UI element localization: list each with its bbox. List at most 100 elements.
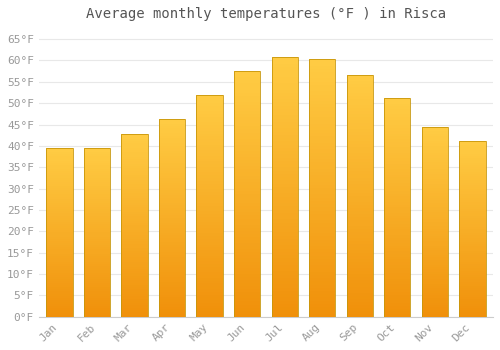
- Bar: [460, 236, 485, 238]
- Bar: [422, 272, 448, 274]
- Bar: [84, 148, 110, 150]
- Bar: [196, 181, 223, 183]
- Bar: [159, 158, 185, 161]
- Bar: [272, 236, 298, 239]
- Bar: [272, 106, 298, 109]
- Bar: [159, 215, 185, 218]
- Bar: [159, 292, 185, 294]
- Bar: [422, 162, 448, 165]
- Bar: [384, 287, 410, 289]
- Bar: [460, 156, 485, 159]
- Bar: [196, 272, 223, 275]
- Bar: [346, 241, 373, 244]
- Bar: [309, 201, 336, 204]
- Bar: [46, 266, 72, 268]
- Bar: [346, 132, 373, 135]
- Bar: [122, 301, 148, 303]
- Bar: [84, 224, 110, 226]
- Bar: [46, 211, 72, 214]
- Bar: [196, 139, 223, 142]
- Bar: [84, 258, 110, 260]
- Bar: [309, 288, 336, 291]
- Bar: [272, 213, 298, 216]
- Bar: [460, 275, 485, 277]
- Bar: [272, 203, 298, 206]
- Bar: [384, 235, 410, 238]
- Bar: [309, 101, 336, 104]
- Bar: [46, 268, 72, 271]
- Bar: [309, 291, 336, 294]
- Bar: [84, 253, 110, 256]
- Bar: [46, 306, 72, 308]
- Bar: [346, 299, 373, 302]
- Bar: [46, 201, 72, 203]
- Bar: [159, 186, 185, 188]
- Bar: [346, 129, 373, 132]
- Bar: [234, 197, 260, 200]
- Bar: [84, 150, 110, 152]
- Bar: [422, 203, 448, 205]
- Title: Average monthly temperatures (°F ) in Risca: Average monthly temperatures (°F ) in Ri…: [86, 7, 446, 21]
- Bar: [422, 141, 448, 143]
- Bar: [422, 181, 448, 184]
- Bar: [84, 156, 110, 159]
- Bar: [46, 230, 72, 232]
- Bar: [196, 239, 223, 242]
- Bar: [309, 124, 336, 127]
- Bar: [346, 117, 373, 120]
- Bar: [196, 159, 223, 161]
- Bar: [346, 120, 373, 123]
- Bar: [460, 172, 485, 174]
- Bar: [196, 281, 223, 284]
- Bar: [46, 186, 72, 188]
- Bar: [122, 218, 148, 221]
- Bar: [84, 190, 110, 192]
- Bar: [460, 211, 485, 213]
- Bar: [384, 205, 410, 208]
- Bar: [159, 294, 185, 297]
- Bar: [234, 258, 260, 261]
- Bar: [234, 277, 260, 280]
- Bar: [384, 238, 410, 240]
- Bar: [309, 239, 336, 243]
- Bar: [460, 141, 485, 143]
- Bar: [422, 215, 448, 217]
- Bar: [159, 195, 185, 198]
- Bar: [272, 284, 298, 288]
- Bar: [460, 169, 485, 172]
- Bar: [384, 284, 410, 287]
- Bar: [309, 249, 336, 252]
- Bar: [46, 262, 72, 264]
- Bar: [234, 228, 260, 231]
- Bar: [272, 161, 298, 164]
- Bar: [272, 158, 298, 161]
- Bar: [460, 279, 485, 282]
- Bar: [159, 166, 185, 168]
- Bar: [46, 167, 72, 169]
- Bar: [422, 196, 448, 198]
- Bar: [234, 139, 260, 142]
- Bar: [234, 271, 260, 274]
- Bar: [346, 199, 373, 202]
- Bar: [384, 120, 410, 122]
- Bar: [460, 266, 485, 268]
- Bar: [422, 136, 448, 139]
- Bar: [460, 209, 485, 211]
- Bar: [272, 96, 298, 99]
- Bar: [309, 214, 336, 217]
- Bar: [234, 169, 260, 173]
- Bar: [122, 134, 148, 317]
- Bar: [234, 160, 260, 163]
- Bar: [122, 280, 148, 282]
- Bar: [422, 139, 448, 141]
- Bar: [234, 231, 260, 234]
- Bar: [196, 264, 223, 267]
- Bar: [84, 247, 110, 249]
- Bar: [46, 180, 72, 182]
- Bar: [46, 175, 72, 177]
- Bar: [309, 204, 336, 207]
- Bar: [234, 163, 260, 166]
- Bar: [84, 243, 110, 245]
- Bar: [196, 97, 223, 100]
- Bar: [272, 109, 298, 112]
